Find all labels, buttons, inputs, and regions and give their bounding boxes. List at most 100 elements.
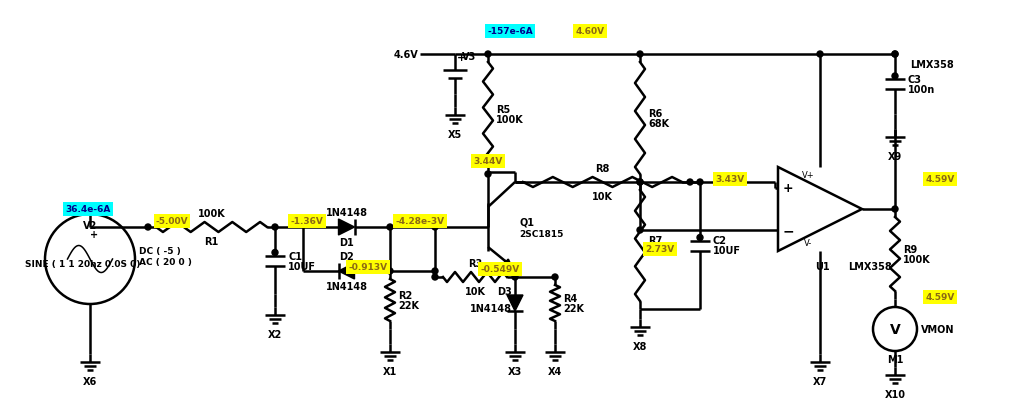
Polygon shape — [339, 220, 354, 235]
Text: -0.549V: -0.549V — [480, 265, 519, 274]
Text: 100n: 100n — [908, 85, 935, 95]
Text: 4.59V: 4.59V — [925, 175, 955, 184]
Text: VMON: VMON — [921, 324, 955, 334]
Text: 22K: 22K — [563, 303, 584, 313]
Text: R4: R4 — [563, 293, 577, 303]
Text: 1N4148: 1N4148 — [325, 281, 368, 291]
Text: X9: X9 — [888, 151, 902, 162]
Circle shape — [637, 228, 643, 233]
Text: R9: R9 — [903, 244, 918, 254]
Circle shape — [697, 179, 703, 185]
Text: 2SC1815: 2SC1815 — [519, 230, 563, 239]
Text: R2: R2 — [398, 290, 412, 300]
Circle shape — [892, 207, 898, 213]
Text: X10: X10 — [885, 389, 905, 399]
Text: C1: C1 — [288, 251, 302, 261]
Text: X8: X8 — [632, 341, 647, 351]
Text: C2: C2 — [713, 236, 727, 246]
Text: 3.43V: 3.43V — [716, 175, 745, 184]
Text: -5.00V: -5.00V — [156, 217, 188, 226]
Text: 100K: 100K — [903, 254, 931, 264]
Text: LMX358: LMX358 — [909, 60, 954, 70]
Circle shape — [697, 235, 703, 241]
Text: 10UF: 10UF — [288, 261, 316, 271]
Text: +: + — [783, 182, 793, 195]
Text: X4: X4 — [548, 366, 562, 376]
Polygon shape — [507, 295, 523, 311]
Circle shape — [637, 52, 643, 58]
Text: DC ( -5 ): DC ( -5 ) — [139, 247, 180, 256]
Polygon shape — [339, 263, 354, 279]
Circle shape — [817, 52, 823, 58]
Circle shape — [687, 179, 693, 185]
Text: R1: R1 — [204, 237, 218, 246]
Text: R6: R6 — [648, 109, 662, 119]
Circle shape — [892, 52, 898, 58]
Text: 3.44V: 3.44V — [474, 157, 503, 166]
Text: 2.73V: 2.73V — [646, 245, 675, 254]
Text: X5: X5 — [448, 130, 462, 140]
Circle shape — [485, 172, 491, 177]
Circle shape — [272, 250, 278, 256]
Text: D2: D2 — [339, 252, 354, 261]
Circle shape — [145, 224, 151, 230]
Text: -1.36V: -1.36V — [290, 217, 323, 226]
Text: R7: R7 — [648, 236, 662, 246]
Text: −: − — [782, 224, 794, 237]
Circle shape — [552, 274, 558, 280]
Text: -157e-6A: -157e-6A — [487, 28, 533, 36]
Circle shape — [432, 224, 438, 230]
Text: 68K: 68K — [648, 119, 670, 129]
Text: 4.60V: 4.60V — [576, 28, 605, 36]
Text: X1: X1 — [383, 366, 398, 376]
Text: X7: X7 — [813, 376, 827, 386]
Text: V-: V- — [803, 239, 812, 248]
Text: 10UF: 10UF — [713, 246, 741, 256]
Text: V2: V2 — [82, 220, 97, 230]
Text: 36.4e-6A: 36.4e-6A — [65, 205, 110, 214]
Text: +: + — [457, 53, 467, 63]
Text: C3: C3 — [908, 75, 922, 85]
Text: 10K: 10K — [465, 286, 485, 296]
Text: SINE ( 1 1 20hz 0.0S 0): SINE ( 1 1 20hz 0.0S 0) — [25, 260, 140, 269]
Text: R5: R5 — [496, 105, 510, 115]
Text: R8: R8 — [595, 164, 610, 174]
Text: D3: D3 — [497, 286, 512, 296]
Circle shape — [485, 52, 491, 58]
Circle shape — [637, 179, 643, 185]
Text: 1N4148: 1N4148 — [470, 303, 512, 313]
Text: V: V — [890, 322, 900, 336]
Text: D1: D1 — [339, 237, 354, 247]
Circle shape — [432, 269, 438, 274]
Text: +: + — [90, 230, 98, 240]
Text: 100K: 100K — [198, 209, 226, 218]
Text: 100K: 100K — [648, 246, 676, 256]
Text: V3: V3 — [462, 52, 476, 62]
Text: X3: X3 — [508, 366, 522, 376]
Text: 4.6V: 4.6V — [393, 50, 418, 60]
Circle shape — [637, 179, 643, 185]
Text: LMX358: LMX358 — [848, 261, 892, 271]
Text: 100K: 100K — [496, 115, 523, 125]
Text: M1: M1 — [887, 354, 903, 364]
Text: V+: V+ — [801, 171, 815, 180]
Circle shape — [892, 74, 898, 80]
Text: 4.59V: 4.59V — [925, 293, 955, 302]
Circle shape — [387, 269, 393, 274]
Circle shape — [512, 274, 518, 280]
Text: 22K: 22K — [398, 300, 419, 310]
Text: Q1: Q1 — [519, 217, 534, 228]
Circle shape — [892, 52, 898, 58]
Circle shape — [387, 224, 393, 230]
Text: -0.913V: -0.913V — [348, 263, 387, 272]
Text: AC ( 20 0 ): AC ( 20 0 ) — [139, 258, 192, 267]
Text: 10K: 10K — [592, 192, 613, 202]
Text: X2: X2 — [268, 329, 282, 339]
Circle shape — [272, 224, 278, 230]
Text: R3: R3 — [468, 258, 482, 269]
Text: -4.28e-3V: -4.28e-3V — [396, 217, 445, 226]
Text: X6: X6 — [82, 376, 97, 386]
Text: 1N4148: 1N4148 — [325, 207, 368, 217]
Circle shape — [432, 274, 438, 280]
Text: U1: U1 — [815, 261, 829, 271]
